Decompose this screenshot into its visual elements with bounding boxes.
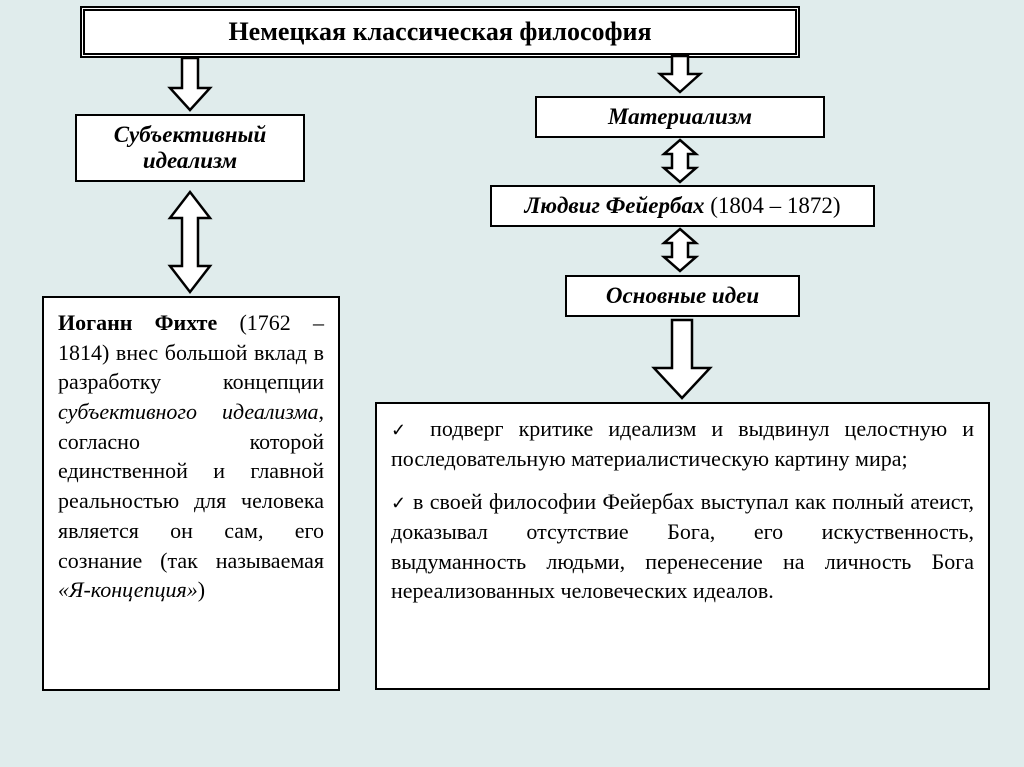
- main-ideas-box: Основные идеи: [565, 275, 800, 317]
- title-text: Немецкая классическая философия: [228, 17, 651, 46]
- fichte-t3: ): [198, 577, 205, 602]
- mat-label: Материализм: [608, 104, 752, 129]
- double-arrow-icon: [660, 138, 700, 184]
- fichte-t2: , согласно которой единственной и главно…: [58, 399, 324, 572]
- feuer-name: Людвиг Фейербах: [524, 193, 704, 218]
- bullet-1: ✓ подверг критике идеализм и выдвинул це…: [391, 414, 974, 473]
- bullet-2: ✓ в своей философии Фейербах выступал ка…: [391, 487, 974, 606]
- double-arrow-icon: [166, 190, 214, 294]
- double-arrow-icon: [660, 227, 700, 273]
- title-box: Немецкая классическая философия: [80, 6, 800, 58]
- fichte-term1: субъективного идеализма: [58, 399, 319, 424]
- subjective-idealism-box: Субъективный идеализм: [75, 114, 305, 182]
- subj-label-1: Субъективный: [87, 122, 293, 148]
- arrow-down-icon: [658, 54, 702, 94]
- ideas-text-box: ✓ подверг критике идеализм и выдвинул це…: [375, 402, 990, 690]
- bullet1-text: подверг критике идеализм и выдвинул цело…: [391, 416, 974, 471]
- subj-label-2: идеализм: [87, 148, 293, 174]
- fichte-text-box: Иоганн Фихте (1762 – 1814) внес большой …: [42, 296, 340, 691]
- materialism-box: Материализм: [535, 96, 825, 138]
- check-icon: ✓: [391, 420, 430, 440]
- fichte-name: Иоганн Фихте: [58, 310, 217, 335]
- ideas-label: Основные идеи: [606, 283, 759, 308]
- arrow-down-icon: [168, 56, 212, 112]
- feuer-dates: (1804 – 1872): [710, 193, 840, 218]
- bullet2-text: в своей философии Фейербах выступал как …: [391, 489, 974, 603]
- check-icon: ✓: [391, 493, 413, 513]
- feuerbach-box: Людвиг Фейербах (1804 – 1872): [490, 185, 875, 227]
- fichte-term2: «Я-концепция»: [58, 577, 198, 602]
- arrow-down-icon: [652, 318, 712, 400]
